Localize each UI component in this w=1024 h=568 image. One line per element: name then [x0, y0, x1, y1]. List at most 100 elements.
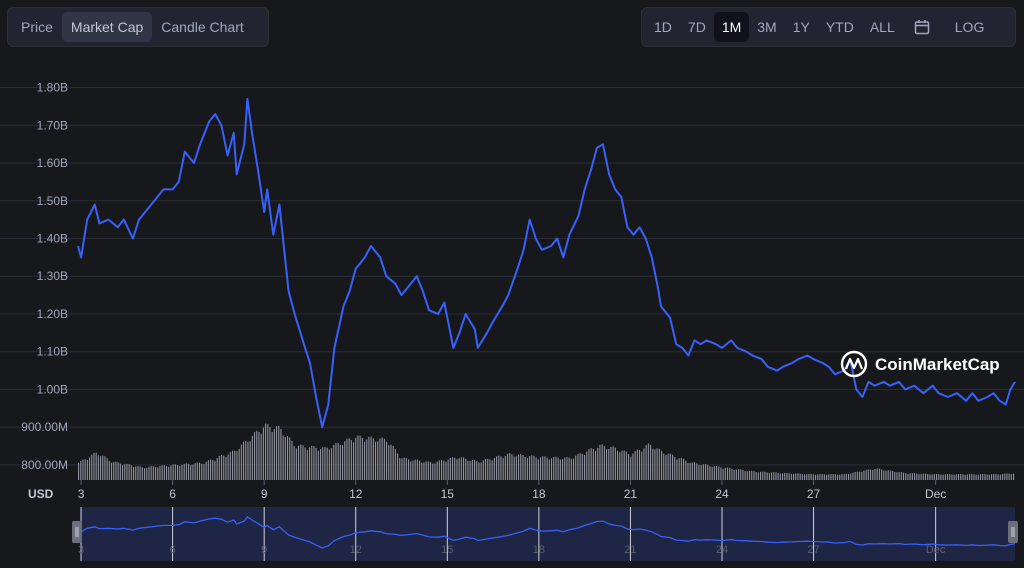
volume-bar: [344, 441, 346, 480]
volume-bar: [977, 474, 979, 480]
volume-bar: [170, 465, 172, 480]
volume-bar: [520, 454, 522, 480]
volume-bar: [1006, 473, 1008, 480]
volume-bar: [938, 474, 940, 480]
volume-bar: [375, 441, 377, 480]
volume-bar: [130, 465, 132, 480]
y-tick-label: 800.00M: [21, 458, 68, 472]
currency-label: USD: [28, 487, 54, 501]
volume-bar: [113, 461, 115, 480]
volume-bar: [245, 440, 247, 480]
volume-bar: [328, 449, 330, 480]
volume-bar: [654, 449, 656, 480]
timeframe-7d[interactable]: 7D: [687, 19, 706, 35]
volume-bar: [773, 472, 775, 480]
volume-bar: [896, 472, 898, 480]
volume-bar: [801, 474, 803, 480]
volume-bar: [280, 429, 282, 480]
volume-bar: [518, 454, 520, 480]
volume-bar: [1002, 474, 1004, 480]
tab-candle-chart[interactable]: Candle Chart: [161, 19, 244, 35]
volume-bar: [392, 446, 394, 480]
calendar-icon[interactable]: [903, 12, 941, 42]
volume-bar: [786, 472, 788, 480]
volume-bar: [291, 441, 293, 480]
volume-bar: [227, 454, 229, 480]
volume-bar: [348, 438, 350, 480]
volume-bar: [185, 463, 187, 480]
x-tick-label: 15: [441, 487, 455, 501]
volume-bar: [476, 460, 478, 480]
volume-bar: [834, 474, 836, 480]
volume-bar: [779, 473, 781, 480]
volume-bar: [221, 455, 223, 480]
volume-bar: [97, 455, 99, 480]
volume-bar: [949, 474, 951, 480]
volume-bar: [397, 453, 399, 480]
volume-bar: [650, 444, 652, 480]
timeframe-1m[interactable]: 1M: [713, 12, 750, 42]
volume-bar: [687, 463, 689, 480]
volume-bar: [247, 441, 249, 480]
volume-bar: [755, 471, 757, 480]
volume-bar: [366, 439, 368, 480]
x-tick-label: 12: [349, 487, 363, 501]
navigator-tick-label: 3: [78, 544, 84, 556]
y-tick-label: 1.60B: [37, 156, 68, 170]
volume-bar: [612, 446, 614, 480]
volume-bar: [865, 469, 867, 480]
volume-bar: [606, 449, 608, 480]
volume-bar: [218, 456, 220, 480]
volume-bar: [214, 460, 216, 480]
volume-bar: [372, 438, 374, 480]
volume-bar: [933, 474, 935, 480]
volume-bar: [289, 437, 291, 480]
volume-bar: [621, 450, 623, 480]
volume-bar: [685, 460, 687, 480]
timeframe-ytd[interactable]: YTD: [825, 19, 854, 35]
volume-bar: [599, 444, 601, 480]
log-scale-toggle[interactable]: LOG: [954, 19, 985, 35]
navigator-right-handle[interactable]: [1008, 521, 1018, 543]
y-tick-label: 1.40B: [37, 231, 68, 245]
volume-bar: [436, 461, 438, 480]
volume-bar: [78, 463, 80, 480]
volume-bar: [203, 464, 205, 480]
volume-bar: [359, 435, 361, 480]
volume-bar: [947, 474, 949, 480]
volume-bar: [918, 474, 920, 480]
volume-bar: [837, 474, 839, 480]
volume-bar: [485, 459, 487, 480]
timeframe-3m[interactable]: 3M: [757, 19, 777, 35]
volume-bar: [315, 447, 317, 480]
volume-bar: [702, 464, 704, 480]
volume-bar: [458, 458, 460, 480]
volume-bar: [566, 457, 568, 480]
volume-bar: [100, 456, 102, 480]
timeframe-1d[interactable]: 1D: [654, 19, 672, 35]
volume-bar: [797, 473, 799, 480]
navigator[interactable]: 3 6 9 12 15 18 21 24 27 Dec: [72, 507, 1018, 561]
volume-bar: [117, 462, 119, 480]
tab-price[interactable]: Price: [21, 19, 53, 35]
volume-bar: [993, 474, 995, 480]
volume-bar: [872, 470, 874, 480]
volume-bar: [361, 438, 363, 480]
volume-bar: [412, 460, 414, 480]
volume-bar: [683, 458, 685, 480]
volume-bar: [632, 453, 634, 480]
navigator-left-handle[interactable]: [72, 521, 82, 543]
tab-market-cap[interactable]: Market Cap: [61, 12, 153, 42]
volume-bar: [240, 444, 242, 480]
volume-bar: [742, 470, 744, 480]
volume-bar: [504, 455, 506, 480]
volume-bar: [432, 463, 434, 480]
volume-bar: [542, 456, 544, 480]
volume-bar: [628, 454, 630, 480]
volume-bar: [588, 449, 590, 480]
timeframe-1y[interactable]: 1Y: [792, 19, 810, 35]
volume-bar: [163, 465, 165, 480]
timeframe-all[interactable]: ALL: [869, 19, 895, 35]
navigator-window[interactable]: [80, 507, 1015, 561]
